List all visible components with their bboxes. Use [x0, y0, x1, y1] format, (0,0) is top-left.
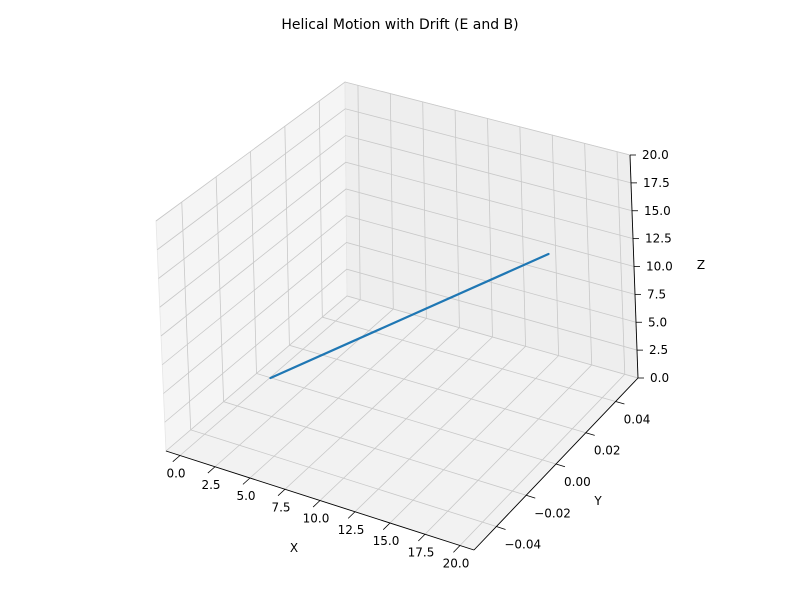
y-tick-label: 0.02: [594, 444, 621, 458]
x-tick-mark: [277, 488, 286, 497]
z-grid-line: [159, 161, 634, 308]
x-tick-mark: [347, 511, 356, 519]
x-tick-label: 7.5: [271, 500, 290, 514]
x-tick-mark: [242, 477, 251, 485]
z-axis-line: [629, 154, 639, 379]
x-tick-label: 10.0: [303, 512, 330, 526]
x-tick-mark: [453, 545, 461, 553]
y-tick-label: −0.02: [534, 506, 571, 520]
z-tick-label: 12.5: [645, 232, 672, 246]
x-tick-mark: [312, 500, 321, 508]
x-tick-mark: [172, 455, 181, 463]
series-layer: [269, 252, 550, 380]
z-grid-line: [155, 81, 631, 222]
y-tick-mark: [615, 401, 625, 405]
axis-lines: [165, 154, 644, 553]
z-tick-label: 0.0: [650, 371, 669, 385]
z-tick-label: 10.0: [646, 260, 673, 274]
x-tick-label: 0.0: [166, 467, 185, 481]
tick-labels: 0.0 2.5 5.0 7.5 10.0 12.5 15.0 17.5 20.0 −0.04 −0.…: [166, 148, 672, 571]
y-tick-label: 0.00: [564, 475, 591, 489]
x-tick-mark: [382, 522, 391, 530]
x-tick-label: 20.0: [443, 557, 470, 571]
z-tick-label: 15.0: [644, 204, 671, 218]
z-grid-line: [163, 242, 637, 394]
grid-lines: [155, 81, 639, 546]
x-tick-mark: [418, 533, 426, 542]
z-axis-title: Z: [697, 258, 705, 272]
z-grid-line: [165, 295, 639, 452]
y-tick-mark: [526, 494, 536, 499]
z-tick-label: 7.5: [647, 287, 666, 301]
x-tick-label: 15.0: [373, 534, 400, 548]
x-tick-label: 17.5: [408, 545, 435, 559]
x-tick-label: 2.5: [201, 478, 220, 492]
z-tick-label: 20.0: [642, 148, 669, 162]
x-tick-label: 12.5: [338, 523, 365, 537]
z-grid-line: [157, 108, 632, 251]
x-axis-line: [165, 450, 475, 551]
z-grid-line: [160, 188, 635, 337]
z-tick-label: 17.5: [643, 176, 670, 190]
y-tick-mark: [496, 526, 506, 530]
z-grid-line: [158, 135, 633, 279]
x-axis-title: X: [290, 541, 298, 555]
z-tick-label: 2.5: [649, 343, 668, 357]
chart-title: Helical Motion with Drift (E and B): [281, 17, 518, 33]
y-tick-mark: [585, 432, 595, 436]
y-axis-title: Y: [593, 494, 602, 508]
z-grid-line: [164, 268, 638, 423]
y-axis-line: [473, 377, 639, 551]
x-tick-label: 5.0: [236, 489, 255, 503]
y-tick-label: 0.04: [624, 412, 651, 426]
y-tick-mark: [555, 463, 566, 468]
x-tick-mark: [207, 466, 216, 474]
z-grid-line: [161, 215, 636, 366]
y-tick-label: −0.04: [504, 538, 541, 552]
z-tick-label: 5.0: [648, 315, 667, 329]
series-line-0: [269, 252, 550, 380]
